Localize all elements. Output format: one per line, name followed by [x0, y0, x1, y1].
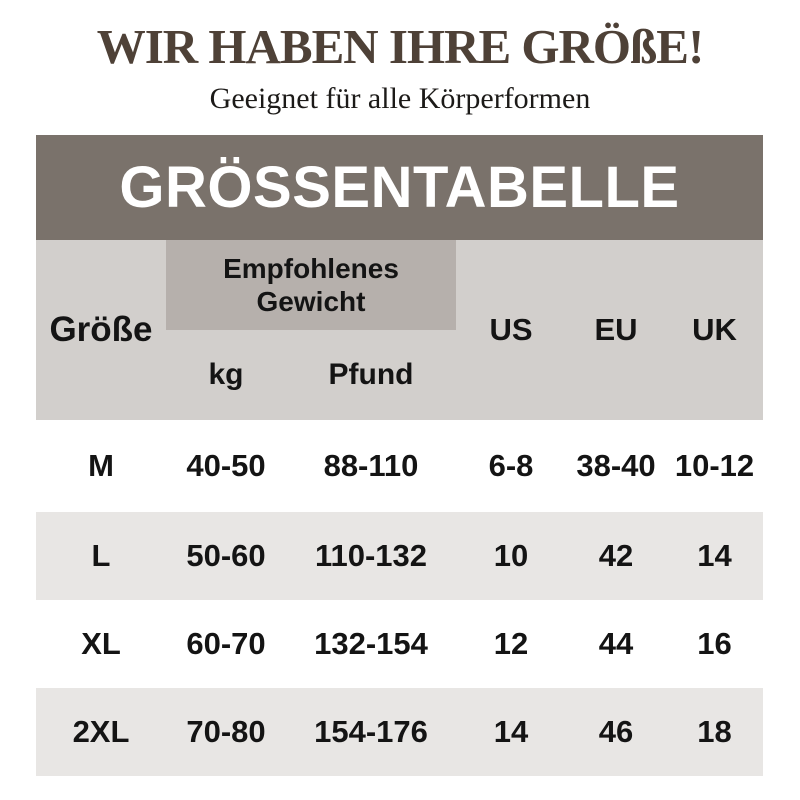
table-row-2xl: 2XL 70-80 154-176 14 46 18 — [36, 688, 763, 776]
banner-title: GRÖSSENTABELLE — [119, 155, 680, 220]
size-chart-content: GRÖSSENTABELLE Größe Empfohlenes Gewicht… — [36, 135, 763, 776]
column-header-us: US — [489, 312, 533, 347]
column-header-uk: UK — [692, 312, 737, 347]
cell-us: 12 — [493, 626, 529, 661]
cell-pfund: 154-176 — [314, 714, 428, 749]
cell-us: 10 — [493, 538, 529, 573]
cell-pfund: 110-132 — [314, 538, 428, 573]
column-header-eu: EU — [594, 312, 638, 347]
cell-pfund: 88-110 — [323, 448, 419, 483]
cell-size: M — [88, 448, 114, 483]
cell-size: 2XL — [72, 714, 130, 749]
cell-kg: 60-70 — [186, 626, 266, 661]
cell-us: 6-8 — [488, 448, 534, 483]
size-chart-banner: GRÖSSENTABELLE — [36, 135, 763, 240]
page-subtitle: Geeignet für alle Körperformen — [209, 82, 591, 115]
page-title: WIR HABEN IHRE GRÖßE! — [96, 19, 705, 74]
table-header: Größe Empfohlenes Gewicht kg Pfund US EU… — [36, 240, 763, 420]
cell-kg: 50-60 — [186, 538, 266, 573]
table-row-l: L 50-60 110-132 10 42 14 — [36, 512, 763, 600]
column-header-kg: kg — [208, 358, 244, 391]
cell-uk: 18 — [697, 714, 732, 749]
cell-eu: 44 — [598, 626, 634, 661]
table-row-xl: XL 60-70 132-154 12 44 16 — [36, 600, 763, 688]
cell-kg: 40-50 — [186, 448, 266, 483]
cell-us: 14 — [493, 714, 529, 749]
cell-uk: 10-12 — [674, 448, 755, 483]
cell-uk: 16 — [697, 626, 732, 661]
cell-uk: 14 — [697, 538, 732, 573]
cell-eu: 38-40 — [576, 448, 656, 483]
column-group-recommended-weight: Empfohlenes Gewicht — [166, 240, 456, 330]
cell-size: L — [91, 538, 111, 573]
cell-kg: 70-80 — [186, 714, 266, 749]
cell-eu: 46 — [598, 714, 634, 749]
column-header-pfund: Pfund — [328, 358, 414, 391]
cell-size: XL — [81, 626, 121, 661]
table-row-m: M 40-50 88-110 6-8 38-40 10-12 — [36, 420, 763, 512]
column-header-size: Größe — [49, 310, 153, 349]
cell-eu: 42 — [598, 538, 634, 573]
cell-pfund: 132-154 — [314, 626, 428, 661]
